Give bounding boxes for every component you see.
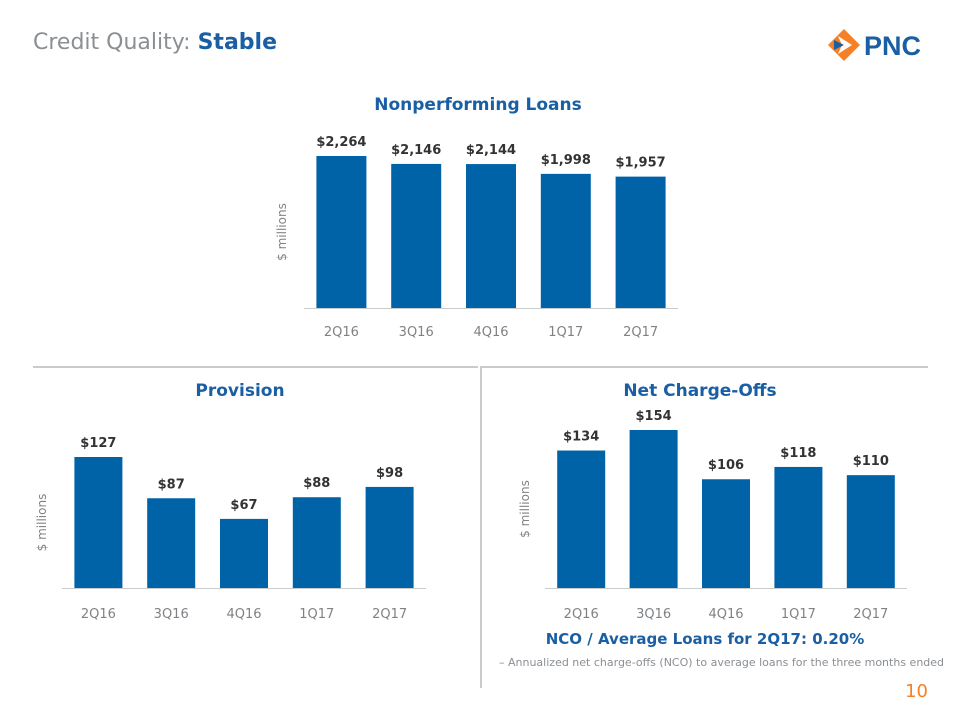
provision-tick-2q16: 2Q16 <box>81 607 116 622</box>
npl-bar-1q17 <box>540 173 591 308</box>
nco-ratio-label: NCO / Average Loans for 2Q17: 0.20% <box>545 630 865 648</box>
nco-tick-2q17: 2Q17 <box>853 607 888 622</box>
provision-ylabel: $ millions <box>35 494 49 552</box>
npl-value-label-4q16: $2,144 <box>466 143 516 158</box>
nco-value-label-2q16: $134 <box>563 430 599 445</box>
nco-value-label-4q16: $106 <box>708 458 744 473</box>
nco-footnote: – Annualized net charge-offs (NCO) to av… <box>499 656 945 669</box>
page-title: Credit Quality: Stable <box>33 30 277 55</box>
provision-value-label-1q17: $88 <box>303 476 330 491</box>
provision-bar-2q16 <box>74 457 123 588</box>
nco-ylabel: $ millions <box>518 480 532 538</box>
page-title-prefix: Credit Quality: <box>33 30 198 55</box>
nco-value-label-3q16: $154 <box>636 409 672 424</box>
provision-bar-2q17 <box>365 486 414 588</box>
section-divider-right <box>482 366 928 368</box>
nco-bar-2q16 <box>557 450 606 588</box>
provision-value-label-2q17: $98 <box>376 466 403 481</box>
net-charge-offs-chart-svg: Net Charge-Offs $ millions $134 2Q16 $154 3Q1… <box>518 381 907 622</box>
provision-value-label-4q16: $67 <box>230 498 257 513</box>
section-divider-left <box>33 366 478 368</box>
npl-value-label-1q17: $1,998 <box>541 153 591 168</box>
provision-chart: Provision $ millions $127 2Q16 $87 3Q16 $67 4Q1… <box>20 372 460 632</box>
nonperforming-loans-chart-svg: Nonperforming Loans $ millions $2,264 2Q16 $… <box>275 95 678 340</box>
provision-bar-4q16 <box>220 518 268 588</box>
npl-ylabel: $ millions <box>275 203 289 261</box>
provision-bar-1q17 <box>292 497 341 588</box>
npl-tick-2q16: 2Q16 <box>324 325 359 340</box>
provision-tick-1q17: 1Q17 <box>299 607 334 622</box>
npl-value-label-3q16: $2,146 <box>391 143 441 158</box>
nco-tick-4q16: 4Q16 <box>708 607 743 622</box>
provision-value-label-2q16: $127 <box>80 436 116 451</box>
npl-bar-2q16 <box>316 156 367 308</box>
npl-value-label-2q16: $2,264 <box>316 135 366 150</box>
provision-value-label-3q16: $87 <box>158 477 185 492</box>
npl-bar-2q17 <box>615 176 666 308</box>
npl-title: Nonperforming Loans <box>374 95 582 115</box>
npl-tick-4q16: 4Q16 <box>473 325 508 340</box>
nco-bar-2q17 <box>846 475 895 588</box>
pnc-logo-text: PNC <box>864 31 921 61</box>
provision-tick-4q16: 4Q16 <box>226 607 261 622</box>
section-divider-vertical <box>480 366 482 688</box>
nco-bar-1q17 <box>774 466 823 588</box>
provision-chart-svg: Provision $ millions $127 2Q16 $87 3Q16 $67 4Q1… <box>35 381 426 622</box>
nco-tick-3q16: 3Q16 <box>636 607 671 622</box>
pnc-logo-mark <box>828 29 860 61</box>
npl-tick-1q17: 1Q17 <box>548 325 583 340</box>
nco-tick-2q16: 2Q16 <box>564 607 599 622</box>
provision-tick-3q16: 3Q16 <box>154 607 189 622</box>
nco-bar-4q16 <box>702 479 750 588</box>
npl-tick-3q16: 3Q16 <box>399 325 434 340</box>
provision-bar-3q16 <box>147 498 196 588</box>
nco-value-label-1q17: $118 <box>780 446 816 461</box>
npl-bar-4q16 <box>466 164 516 308</box>
npl-tick-2q17: 2Q17 <box>623 325 658 340</box>
provision-tick-2q17: 2Q17 <box>372 607 407 622</box>
provision-title: Provision <box>195 381 284 401</box>
nco-tick-1q17: 1Q17 <box>781 607 816 622</box>
nco-title: Net Charge-Offs <box>623 381 776 401</box>
page-number: 10 <box>905 681 928 702</box>
net-charge-offs-chart: Net Charge-Offs $ millions $134 2Q16 $154 3Q1… <box>500 372 920 632</box>
page-title-emphasis: Stable <box>197 30 277 55</box>
npl-value-label-2q17: $1,957 <box>616 156 666 171</box>
npl-bar-3q16 <box>391 163 442 308</box>
nco-value-label-2q17: $110 <box>853 454 889 469</box>
pnc-logo: PNC <box>828 29 921 61</box>
nonperforming-loans-chart: Nonperforming Loans $ millions $2,264 2Q16 $… <box>262 86 692 348</box>
nco-bar-3q16 <box>629 430 678 588</box>
